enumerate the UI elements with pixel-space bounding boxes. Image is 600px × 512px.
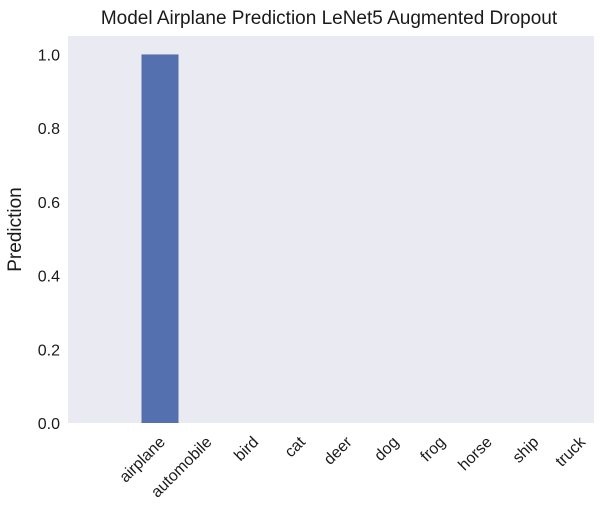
y-axis-ticks: 0.0 0.2 0.4 0.6 0.8 1.0 — [38, 47, 60, 433]
x-tick-label: ship — [510, 434, 543, 467]
x-tick-label: dog — [371, 434, 402, 465]
x-tick-label: bird — [231, 434, 262, 465]
y-tick-label: 0.4 — [38, 269, 60, 286]
x-tick-label: deer — [321, 433, 356, 468]
y-axis-label: Prediction — [5, 187, 26, 272]
y-tick-label: 0.2 — [38, 342, 60, 359]
y-tick-label: 0.8 — [38, 121, 60, 138]
y-tick-label: 0.6 — [38, 195, 60, 212]
x-tick-label: horse — [455, 434, 495, 474]
y-tick-label: 0.0 — [38, 416, 60, 433]
bar-airplane — [141, 54, 179, 424]
bars — [141, 54, 179, 424]
x-tick-label: truck — [553, 433, 590, 470]
y-tick-label: 1.0 — [38, 47, 60, 64]
chart-title: Model Airplane Prediction LeNet5 Augment… — [101, 8, 558, 29]
x-tick-label: cat — [282, 433, 310, 461]
x-tick-label: frog — [418, 434, 450, 466]
